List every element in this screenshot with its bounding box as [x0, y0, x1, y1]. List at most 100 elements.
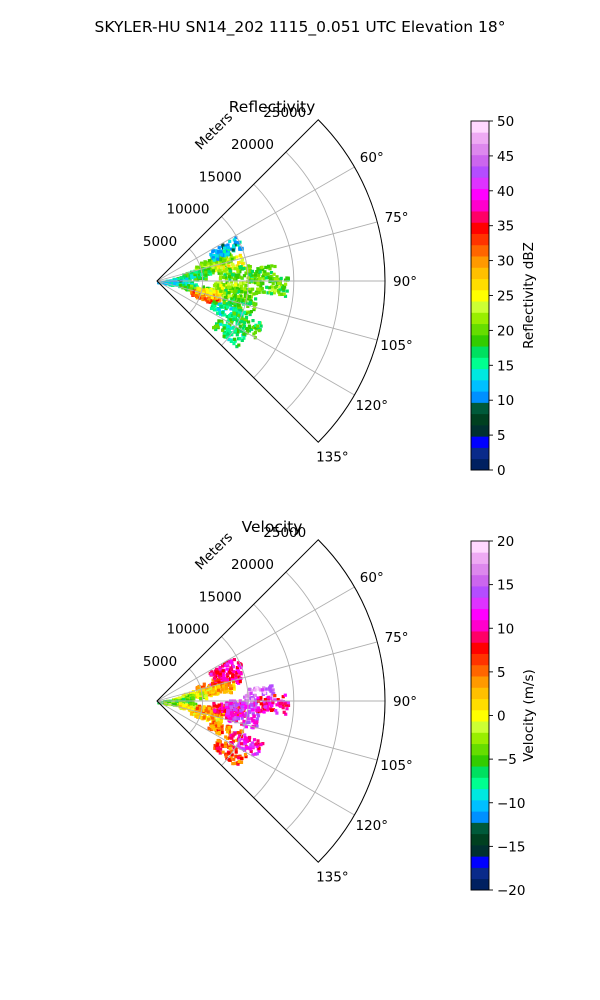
velocity-colorbar-bin-8 — [471, 788, 489, 801]
reflectivity-colorbar-tick-label-1: 5 — [497, 428, 506, 444]
velocity-colorbar-tick-label-7: 15 — [497, 578, 514, 594]
velocity-colorbar-bin-22 — [471, 631, 489, 643]
reflectivity-echo-cell-20 — [209, 236, 244, 262]
reflectivity-range-tick-label-2: 15000 — [199, 169, 242, 185]
velocity-colorbar-bin-25 — [471, 597, 489, 609]
reflectivity-range-tick-label-3: 20000 — [231, 137, 274, 153]
reflectivity-colorbar-tick-label-6: 30 — [497, 254, 514, 270]
velocity-colorbar-bin-12 — [471, 743, 489, 756]
reflectivity-colorbar-bin-22 — [471, 211, 489, 223]
velocity-colorbar-bin-1 — [471, 867, 489, 880]
velocity-range-tick-label-0: 5000 — [143, 654, 177, 670]
reflectivity-title: Reflectivity — [229, 98, 316, 116]
reflectivity-azimuth-tick-label-4: 120° — [356, 398, 389, 414]
reflectivity-colorbar-tick-label-0: 0 — [497, 463, 506, 479]
reflectivity-azimuth-tick-label-1: 75° — [385, 210, 409, 226]
velocity-colorbar-bin-17 — [471, 687, 489, 700]
reflectivity-colorbar-bin-16 — [471, 278, 489, 291]
reflectivity-colorbar-bin-15 — [471, 289, 489, 302]
reflectivity-colorbar-bin-29 — [471, 132, 489, 144]
reflectivity-range-tick-label-0: 5000 — [143, 234, 177, 250]
velocity-colorbar-tick-label-5: 5 — [497, 665, 506, 681]
velocity-azimuth-tick-label-1: 75° — [385, 630, 409, 646]
reflectivity-colorbar: 0 5 10 15 20 25 30 35 40 45 50 Reflectivity dBZ — [470, 114, 537, 479]
velocity-colorbar-bin-19 — [471, 664, 489, 677]
reflectivity-colorbar-bin-28 — [471, 143, 489, 156]
velocity-colorbar-bin-15 — [471, 709, 489, 722]
reflectivity-colorbar-bin-30 — [471, 121, 489, 133]
velocity-colorbar-bin-3 — [471, 844, 489, 857]
reflectivity-azimuth-grid-4 — [156, 280, 355, 396]
velocity-echo-cell-14 — [207, 720, 245, 743]
reflectivity-colorbar-bin-27 — [471, 154, 489, 167]
velocity-echo-cell-16 — [213, 738, 248, 766]
velocity-colorbar: −20 −15 −10 −5 0 5 10 15 20 Velocity (m/s) — [470, 534, 537, 899]
reflectivity-azimuth-tick-label-5: 135° — [316, 449, 349, 465]
velocity-azimuth-tick-label-5: 135° — [316, 869, 349, 885]
velocity-echo-cells — [157, 658, 291, 766]
reflectivity-colorbar-bin-24 — [471, 188, 489, 201]
reflectivity-sector-outline — [156, 119, 386, 443]
reflectivity-colorbar-tick-label-9: 45 — [497, 149, 514, 165]
velocity-panel: Velocity 5000 10000 15000 20000 25000 Meters 60… — [143, 518, 537, 899]
reflectivity-colorbar-tick-label-3: 15 — [497, 358, 514, 374]
reflectivity-colorbar-bin-0 — [471, 458, 489, 471]
reflectivity-azimuth-tick-label-0: 60° — [360, 150, 384, 166]
reflectivity-colorbar-bin-13 — [471, 312, 489, 325]
velocity-colorbar-bin-18 — [471, 676, 489, 688]
reflectivity-colorbar-bin-18 — [471, 256, 489, 268]
velocity-azimuth-grid-4 — [156, 700, 355, 816]
velocity-azimuth-tick-label-2: 90° — [393, 694, 417, 710]
velocity-colorbar-tick-label-2: −10 — [497, 796, 526, 812]
reflectivity-colorbar-bin-14 — [471, 301, 489, 313]
reflectivity-azimuth-tick-label-3: 105° — [380, 338, 413, 354]
reflectivity-range-tick-label-1: 10000 — [167, 202, 210, 218]
reflectivity-panel: Reflectivity 5000 10000 15000 20000 25000 Mete… — [143, 98, 537, 479]
reflectivity-azimuth-grid-1 — [156, 221, 378, 282]
reflectivity-colorbar-bin-23 — [471, 199, 489, 212]
reflectivity-colorbar-bin-6 — [471, 391, 489, 403]
reflectivity-colorbar-tick-label-10: 50 — [497, 114, 514, 130]
reflectivity-colorbar-bin-10 — [471, 346, 489, 358]
reflectivity-colorbar-tick-label-8: 40 — [497, 184, 514, 200]
velocity-colorbar-tick-label-8: 20 — [497, 534, 514, 550]
reflectivity-colorbar-label: Reflectivity dBZ — [521, 242, 537, 349]
velocity-colorbar-bin-27 — [471, 574, 489, 587]
reflectivity-azimuth-grid-0 — [156, 166, 355, 282]
velocity-colorbar-bin-7 — [471, 799, 489, 812]
velocity-range-axis-label: Meters — [192, 529, 236, 573]
reflectivity-colorbar-tick-label-2: 10 — [497, 393, 514, 409]
velocity-azimuth-grid-0 — [156, 586, 355, 702]
velocity-colorbar-bin-28 — [471, 563, 489, 576]
velocity-colorbar-bin-16 — [471, 698, 489, 711]
velocity-colorbar-bin-10 — [471, 766, 489, 778]
velocity-colorbar-bin-0 — [471, 878, 489, 891]
velocity-colorbar-bin-14 — [471, 721, 489, 733]
velocity-colorbar-bin-6 — [471, 811, 489, 823]
reflectivity-colorbar-bin-3 — [471, 424, 489, 437]
reflectivity-colorbar-tick-label-5: 25 — [497, 289, 514, 305]
reflectivity-colorbar-bin-25 — [471, 177, 489, 189]
reflectivity-echo-cell-16 — [212, 319, 247, 349]
velocity-colorbar-bin-11 — [471, 754, 489, 767]
velocity-colorbar-bin-29 — [471, 552, 489, 564]
velocity-colorbar-bin-13 — [471, 732, 489, 745]
velocity-range-tick-label-1: 10000 — [167, 622, 210, 638]
reflectivity-colorbar-bin-26 — [471, 166, 489, 178]
velocity-colorbar-bin-2 — [471, 856, 489, 868]
velocity-range-tick-label-4: 25000 — [263, 525, 306, 541]
velocity-colorbar-label: Velocity (m/s) — [521, 669, 537, 762]
velocity-azimuth-grid-3 — [156, 700, 378, 761]
reflectivity-azimuth-grid-3 — [156, 280, 378, 341]
reflectivity-colorbar-bin-12 — [471, 323, 489, 336]
reflectivity-colorbar-bin-9 — [471, 357, 489, 370]
velocity-echo-cell-18 — [255, 693, 291, 716]
velocity-colorbar-bin-24 — [471, 608, 489, 621]
reflectivity-colorbar-tick-label-4: 20 — [497, 323, 514, 339]
velocity-colorbar-tick-label-1: −15 — [497, 839, 526, 855]
reflectivity-colorbar-bin-20 — [471, 233, 489, 246]
figure-suptitle: SKYLER-HU SN14_202 1115_0.051 UTC Elevat… — [95, 18, 506, 37]
velocity-title: Velocity — [242, 518, 303, 536]
velocity-colorbar-tick-label-4: 0 — [497, 709, 506, 725]
